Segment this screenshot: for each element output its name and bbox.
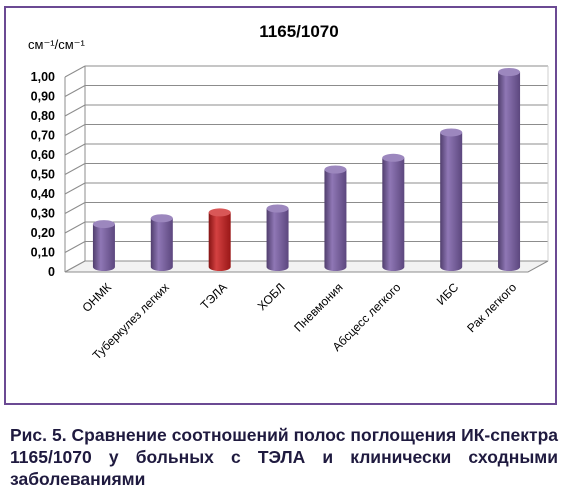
grid-diagonal <box>64 202 86 214</box>
x-tick-label: Рак легкого <box>464 280 519 335</box>
y-tick-label: 0,70 <box>31 129 55 143</box>
figure-caption: Рис. 5. Сравнение соотношений полос погл… <box>10 425 558 489</box>
bar <box>382 153 405 271</box>
bar-body <box>266 208 289 271</box>
y-tick-label: 0,60 <box>31 148 55 162</box>
y-tick-label: 0,20 <box>31 226 55 240</box>
bar-body <box>324 169 347 271</box>
grid-diagonal <box>64 182 86 195</box>
y-tick-label: 0,80 <box>31 109 55 123</box>
y-tick-label: 0,40 <box>31 187 55 201</box>
bar-top <box>324 165 347 174</box>
bar <box>498 68 521 271</box>
bar-top <box>382 153 405 162</box>
bar-top <box>266 204 289 213</box>
bar-body <box>498 72 521 271</box>
x-tick-label: ОНМК <box>79 280 114 315</box>
bar <box>440 128 463 271</box>
y-tick-label: 0,10 <box>31 246 55 260</box>
bar-top <box>92 220 115 229</box>
grid-diagonal <box>64 124 86 136</box>
grid-diagonal <box>64 221 86 234</box>
bar <box>92 220 115 271</box>
bar-top <box>440 128 463 137</box>
bar-layer <box>92 68 521 271</box>
bar-body <box>92 224 115 271</box>
y-tick-label: 0 <box>48 265 55 279</box>
grid-diagonal <box>64 163 86 175</box>
grid-diagonal <box>64 241 86 253</box>
y-tick-label: 0,50 <box>31 168 55 182</box>
bar <box>266 204 289 271</box>
grid-diagonal <box>64 143 86 156</box>
y-tick-labels: 0 0,10 0,20 0,30 0,40 0,50 0,60 0,70 0,80 0,90 1,0… <box>31 70 55 279</box>
y-tick-label: 1,00 <box>31 70 55 84</box>
bar-top <box>498 68 521 76</box>
bar-top <box>150 214 173 223</box>
bar-body <box>208 212 231 271</box>
x-tick-label: ХОБЛ <box>255 280 288 313</box>
bar-body <box>150 218 173 271</box>
grid-diagonal <box>64 85 86 97</box>
chart-svg: 1165/1070 см⁻¹/см⁻¹ 0 0,10 0,20 0,30 0,40 0,5… <box>28 22 549 362</box>
grid-diagonal <box>64 65 86 78</box>
y-axis-label: см⁻¹/см⁻¹ <box>28 37 86 52</box>
x-tick-label: ИБС <box>434 280 462 308</box>
bar-body <box>440 132 463 271</box>
x-tick-label: Пневмония <box>291 280 345 334</box>
bar <box>324 165 347 271</box>
bar <box>150 214 173 271</box>
x-tick-label: ТЭЛА <box>198 280 230 312</box>
chart-floor <box>64 260 549 273</box>
y-tick-label: 0,30 <box>31 207 55 221</box>
y-tick-label: 0,90 <box>31 90 55 104</box>
grid-layer <box>64 65 549 273</box>
grid-diagonal <box>64 104 86 117</box>
chart-title: 1165/1070 <box>259 22 338 41</box>
bar-body <box>382 157 405 271</box>
bar <box>208 208 231 271</box>
bar-top <box>208 208 231 217</box>
